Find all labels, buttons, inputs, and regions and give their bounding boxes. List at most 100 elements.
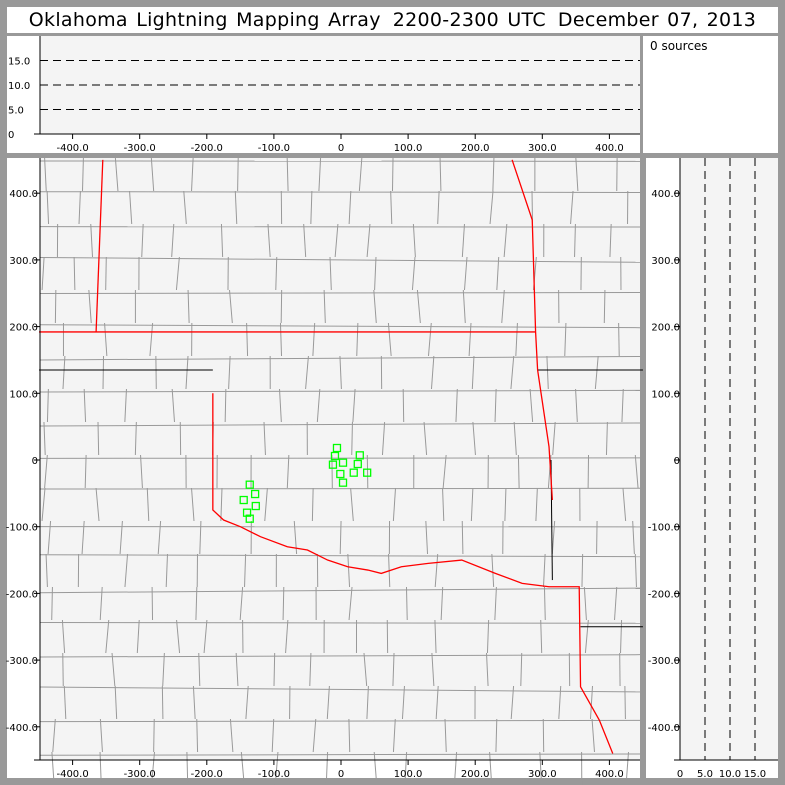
county-border (192, 685, 196, 720)
county-border (150, 157, 155, 192)
county-border (105, 256, 107, 291)
county-border (358, 157, 363, 192)
county-border (286, 454, 290, 489)
map-y-tick-label: 0 (32, 456, 38, 467)
side-y-tick-label: 400.0 (651, 189, 680, 200)
county-border (39, 191, 641, 193)
county-border (494, 388, 497, 423)
county-border (279, 388, 282, 423)
county-border (558, 685, 562, 720)
county-border (39, 389, 641, 393)
lightning-source-marker (353, 459, 362, 469)
county-border (84, 454, 87, 489)
county-border (136, 619, 140, 654)
county-border (575, 157, 579, 192)
county-border (191, 157, 194, 192)
county-border (305, 355, 309, 390)
source-count: 0 sources (650, 39, 708, 53)
county-border (510, 685, 515, 720)
county-border (310, 190, 313, 225)
county-border (279, 322, 283, 357)
lightning-source-marker (328, 460, 338, 469)
county-border (239, 586, 244, 621)
county-border (82, 157, 84, 192)
county-border (366, 685, 369, 720)
map-x-tick-label: -300.0 (124, 769, 156, 780)
county-border (149, 322, 154, 357)
county-border (373, 751, 378, 785)
county-border (198, 652, 201, 687)
county-border (603, 289, 606, 324)
county-border (492, 157, 495, 192)
county-border (119, 520, 123, 555)
county-border (62, 355, 66, 390)
county-border (39, 324, 641, 329)
county-border (186, 751, 189, 785)
county-border (303, 223, 307, 258)
lightning-source-marker (245, 514, 254, 523)
county-border (280, 289, 283, 324)
map-y-tick-label: 400.0 (9, 189, 38, 200)
county-border (529, 388, 534, 423)
county-border (309, 652, 312, 687)
county-border (83, 388, 87, 423)
county-border (347, 553, 351, 588)
county-border (390, 190, 393, 225)
county-border (634, 553, 637, 588)
plot-title: Oklahoma Lightning Mapping Array 2200-230… (7, 7, 778, 33)
county-border (434, 553, 439, 588)
county-border (234, 190, 238, 225)
county-border (552, 421, 556, 456)
county-border (510, 355, 515, 390)
county-border (581, 553, 584, 588)
county-border (348, 586, 353, 621)
county-border (618, 322, 620, 357)
county-border (240, 751, 245, 785)
county-border (425, 520, 429, 555)
county-border (494, 586, 497, 621)
county-border (463, 256, 468, 291)
side-x-tick-label: 0 (677, 769, 683, 780)
county-border (129, 190, 133, 225)
map-x-tick-label: -400.0 (56, 769, 88, 780)
altitude-x-tick-label: 0 (338, 143, 344, 154)
county-border (401, 685, 405, 720)
county-border (39, 487, 641, 490)
county-border (392, 718, 396, 753)
county-border (392, 487, 397, 522)
county-border (437, 190, 440, 225)
map-x-tick-label: 0 (338, 769, 344, 780)
county-border (427, 322, 432, 357)
altitude-y-tick-label: 15.0 (8, 57, 30, 68)
county-border (496, 256, 500, 291)
county-border (513, 421, 517, 456)
county-border (614, 586, 618, 621)
altitude-y-tick-label: 0 (8, 130, 14, 141)
county-border (318, 157, 322, 192)
county-border (39, 622, 641, 624)
county-border (462, 289, 466, 324)
lightning-source-marker (239, 495, 248, 505)
county-border (374, 256, 377, 291)
county-border (275, 256, 278, 291)
county-border (111, 652, 116, 687)
altitude-x-tick-label: 200.0 (461, 143, 490, 154)
county-border (153, 718, 155, 753)
altitude-y-tick-label: 5.0 (8, 106, 24, 117)
county-border (325, 751, 329, 785)
county-border (609, 223, 612, 258)
side-y-tick-label: -100.0 (648, 523, 680, 534)
lightning-source-marker (338, 458, 348, 467)
county-border (196, 718, 199, 753)
altitude-x-tick-label: 100.0 (394, 143, 423, 154)
county-border (412, 223, 416, 258)
county-border (88, 289, 92, 324)
county-border (271, 718, 275, 753)
lightning-source-marker (363, 468, 372, 477)
side-x-tick-label: 5.0 (697, 769, 713, 780)
county-border (430, 355, 435, 390)
county-border (39, 654, 641, 658)
county-border (264, 487, 268, 522)
county-border (453, 751, 458, 785)
lightning-source-marker (242, 508, 252, 517)
